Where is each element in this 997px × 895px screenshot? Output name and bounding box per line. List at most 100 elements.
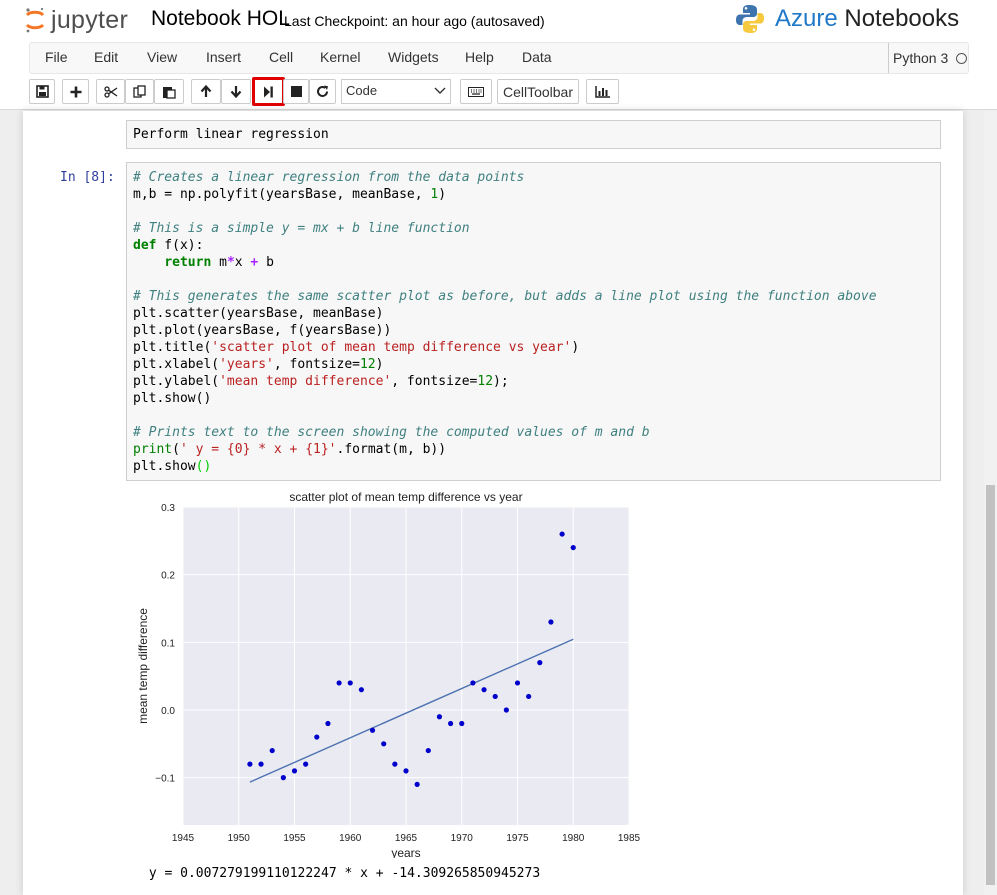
data-point (336, 680, 342, 686)
chart-button[interactable] (586, 79, 619, 104)
chevron-down-icon (434, 87, 446, 94)
code-line: plt.scatter(yearsBase, meanBase) (133, 306, 384, 321)
code-cell[interactable]: # Creates a linear regression from the d… (126, 162, 941, 481)
kernel-indicator[interactable]: Python 3 (888, 43, 968, 73)
notebook-header: jupyter Notebook HOL Last Checkpoint: an… (0, 0, 997, 110)
data-point (548, 619, 554, 625)
data-point (481, 687, 487, 693)
azure-notebooks-text: Azure Notebooks (775, 5, 959, 33)
code-line: print(' y = {0} * x + {1}'.format(m, b)) (133, 442, 447, 457)
menu-file[interactable]: File (45, 49, 68, 65)
cell-type-select[interactable]: Code (341, 79, 451, 104)
y-tick-label: 0.3 (161, 503, 175, 514)
arrow-down-icon (230, 86, 242, 98)
code-editor[interactable]: # Creates a linear regression from the d… (133, 169, 877, 475)
scrollbar[interactable] (984, 111, 997, 895)
menu-kernel[interactable]: Kernel (320, 49, 361, 65)
kernel-idle-icon (956, 52, 968, 64)
keyboard-icon (468, 86, 484, 97)
code-line: plt.plot(yearsBase, f(yearsBase)) (133, 323, 392, 338)
menu-data[interactable]: Data (522, 49, 552, 65)
data-point (537, 660, 543, 666)
data-point (503, 707, 509, 713)
data-point (392, 761, 398, 767)
jupyter-logo-icon (25, 7, 45, 33)
x-tick-label: 1970 (451, 833, 474, 844)
code-line: # This generates the same scatter plot a… (133, 289, 877, 304)
scissors-icon (103, 85, 117, 98)
menubar: File Edit View Insert Cell Kernel Widget… (29, 42, 969, 74)
jupyter-logo-text: jupyter (51, 5, 129, 34)
data-point (369, 727, 376, 733)
data-point (291, 768, 298, 774)
menu-view[interactable]: View (147, 49, 178, 65)
menu-widgets[interactable]: Widgets (388, 49, 439, 65)
data-point (403, 768, 409, 774)
regression-line (249, 638, 574, 783)
x-tick-label: 1950 (228, 833, 251, 844)
scrollbar-thumb[interactable] (986, 485, 995, 885)
x-tick-label: 1975 (506, 833, 529, 844)
menu-cell[interactable]: Cell (269, 49, 294, 65)
data-point (381, 741, 387, 747)
markdown-cell[interactable]: Perform linear regression (126, 120, 941, 149)
run-cell-button[interactable] (252, 77, 285, 106)
data-point (448, 720, 454, 727)
data-point (436, 714, 443, 720)
data-point (269, 747, 275, 754)
x-tick-label: 1955 (283, 833, 306, 844)
arrow-up-icon (200, 85, 212, 97)
chart-title: scatter plot of mean temp difference vs … (289, 490, 522, 504)
x-axis-label: years (391, 846, 420, 858)
code-line: plt.title('scatter plot of mean temp dif… (133, 340, 580, 355)
data-point (570, 544, 576, 551)
code-line: # Creates a linear regression from the d… (133, 170, 525, 185)
data-point (492, 693, 498, 700)
code-line: def f(x): (133, 238, 204, 253)
data-point (526, 693, 532, 700)
insert-cell-button[interactable] (62, 79, 89, 104)
x-tick-label: 1960 (339, 833, 362, 844)
data-point (470, 680, 476, 686)
data-point (280, 775, 286, 781)
data-point (347, 680, 353, 686)
data-point (247, 761, 253, 767)
code-line: plt.ylabel('mean temp difference', fonts… (133, 374, 509, 389)
x-tick-label: 1945 (172, 833, 195, 844)
scatter-plot: 1945 1950 1955 1960 1965 1970 1975 1980 1985 −0.1… (136, 490, 641, 858)
cut-button[interactable] (96, 79, 125, 104)
output-text: y = 0.007279199110122247 * x + -14.30926… (141, 866, 541, 881)
interrupt-button[interactable] (283, 79, 309, 104)
paste-button[interactable] (154, 79, 184, 104)
paste-icon (163, 86, 176, 99)
input-prompt: In [8]: (60, 170, 115, 185)
save-button[interactable] (29, 79, 55, 104)
celltoolbar-button[interactable]: CellToolbar (497, 79, 579, 104)
plus-icon (70, 86, 81, 97)
data-point (258, 761, 264, 767)
command-palette-button[interactable] (460, 79, 492, 104)
code-line: # This is a simple y = mx + b line funct… (133, 221, 470, 236)
menu-insert[interactable]: Insert (206, 49, 242, 65)
notebook-name[interactable]: Notebook HOL (151, 7, 290, 30)
data-point (358, 687, 364, 693)
code-line: plt.xlabel('years', fontsize=12) (133, 357, 384, 372)
stop-icon (290, 86, 302, 97)
restart-button[interactable] (309, 79, 336, 104)
y-tick-label: −0.1 (155, 774, 175, 785)
x-tick-label: 1980 (562, 833, 585, 844)
data-point (414, 781, 420, 788)
move-up-button[interactable] (191, 79, 221, 104)
menu-edit[interactable]: Edit (94, 49, 119, 65)
copy-button[interactable] (125, 79, 154, 104)
x-tick-label: 1965 (395, 833, 418, 844)
azure-notebooks-logo[interactable]: Azure Notebooks (735, 4, 959, 34)
data-point (325, 720, 331, 727)
data-point (314, 734, 320, 740)
menu-help[interactable]: Help (465, 49, 494, 65)
code-line: plt.show() (133, 459, 212, 474)
y-axis-label: mean temp difference (136, 608, 150, 724)
jupyter-logo[interactable]: jupyter (24, 3, 128, 37)
run-cell-icon (264, 86, 273, 97)
move-down-button[interactable] (221, 79, 251, 104)
